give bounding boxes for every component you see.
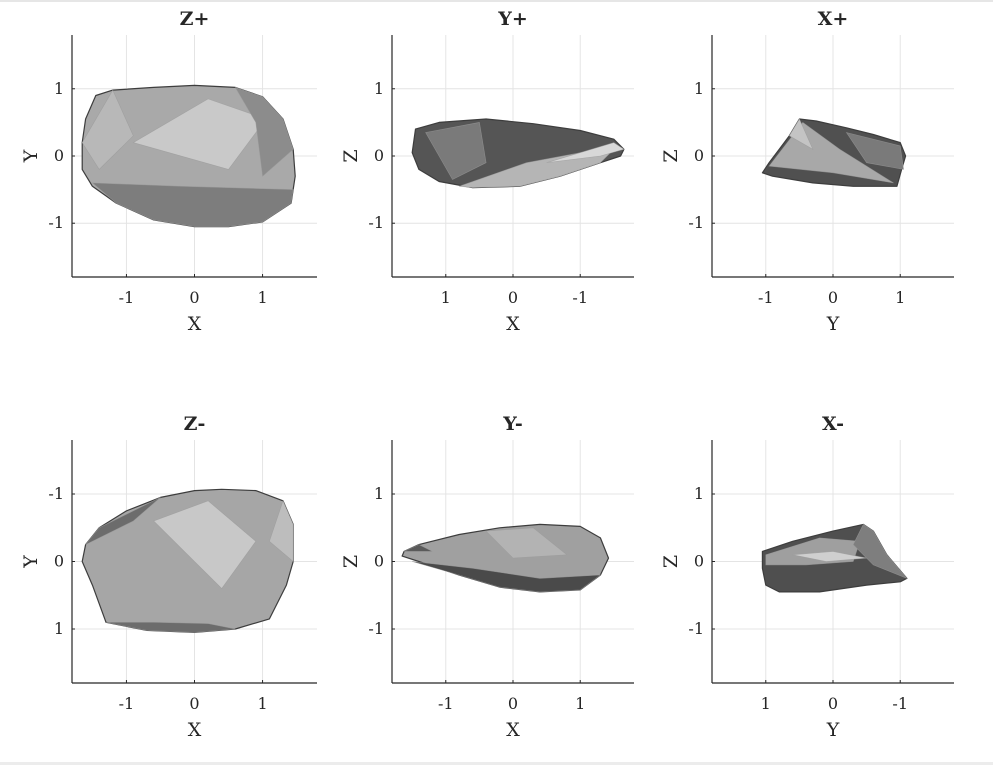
x-tick-label: 1 <box>257 694 267 713</box>
x-axis-label: Y <box>826 719 840 741</box>
shape-facet <box>85 497 161 545</box>
y-tick-label: 1 <box>54 619 64 638</box>
x-tick-label: -1 <box>892 694 908 713</box>
shape-facet <box>91 182 294 227</box>
subplot-1: -1 0 1 -1 0 1 Z+ X Y <box>20 8 317 335</box>
x-axis-label: X <box>506 719 520 741</box>
y-tick-label: -1 <box>368 213 384 232</box>
y-axis-label: Z <box>340 555 362 568</box>
subplot-title: Y+ <box>497 8 527 30</box>
y-tick-label: 1 <box>694 79 704 98</box>
y-tick-label: 0 <box>374 552 384 571</box>
shape-facet <box>412 561 602 593</box>
y-tick-label: 0 <box>694 146 704 165</box>
shape-facet <box>845 132 904 170</box>
shape-facet <box>788 118 814 151</box>
x-tick-label: -1 <box>438 694 454 713</box>
y-tick-label: -1 <box>48 484 64 503</box>
y-tick-label: 1 <box>694 484 704 503</box>
y-tick-label: -1 <box>688 619 704 638</box>
x-tick-label: -1 <box>119 288 135 307</box>
shape-facet <box>81 89 134 170</box>
subplot-title: Z- <box>184 413 206 435</box>
y-axis-label: Y <box>20 149 42 163</box>
x-tick-label: -1 <box>119 694 135 713</box>
shape-facet <box>153 500 257 589</box>
shape-facet <box>425 122 487 180</box>
x-axis-label: X <box>188 313 202 335</box>
subplot-2: 1 0 -1 -1 0 1 Y+ X Z <box>340 8 634 335</box>
x-axis-label: X <box>506 313 520 335</box>
y-axis-label: Y <box>20 555 42 569</box>
x-tick-label: 0 <box>189 288 199 307</box>
shape-facet <box>485 527 568 559</box>
y-tick-label: 1 <box>374 484 384 503</box>
subplot-title: Y- <box>502 413 523 435</box>
y-tick-label: 0 <box>374 146 384 165</box>
subplot-5: -1 0 1 -1 0 1 Y- X Z <box>340 413 634 741</box>
x-tick-label: 0 <box>508 288 518 307</box>
y-tick-label: 1 <box>54 79 64 98</box>
subplot-4: -1 0 1 -1 0 1 Z- X Y <box>20 413 317 741</box>
shape-facet <box>269 499 294 563</box>
x-tick-label: 0 <box>508 694 518 713</box>
shape-facet <box>546 142 625 163</box>
subplot-3: -1 0 1 -1 0 1 X+ Y Z <box>660 8 954 335</box>
y-tick-label: 1 <box>374 79 384 98</box>
shape-facet <box>792 551 867 562</box>
subplot-title: Z+ <box>180 8 210 30</box>
x-tick-label: 0 <box>189 694 199 713</box>
shape-facet <box>234 86 294 177</box>
y-tick-label: 0 <box>54 146 64 165</box>
x-tick-label: -1 <box>758 288 774 307</box>
y-axis-label: Z <box>660 555 682 568</box>
y-tick-label: -1 <box>688 213 704 232</box>
y-tick-label: 0 <box>694 552 704 571</box>
shape-facet <box>765 537 861 566</box>
y-axis-label: Z <box>660 149 682 162</box>
y-tick-label: -1 <box>368 619 384 638</box>
x-tick-label: 1 <box>575 694 585 713</box>
x-axis-label: Y <box>826 313 840 335</box>
x-axis-label: X <box>188 719 202 741</box>
x-tick-label: 1 <box>761 694 771 713</box>
shape-facet <box>403 544 433 552</box>
shape-facet <box>852 523 908 579</box>
x-tick-label: 1 <box>441 288 451 307</box>
x-tick-label: 1 <box>257 288 267 307</box>
subplot-6: 1 0 -1 -1 0 1 X- Y Z <box>660 413 954 741</box>
y-tick-label: -1 <box>48 213 64 232</box>
y-axis-label: Z <box>340 149 362 162</box>
bottom-border <box>0 762 993 765</box>
subplot-title: X- <box>822 413 844 435</box>
shape-facet <box>105 621 236 633</box>
top-border <box>0 0 993 2</box>
subplot-title: X+ <box>818 8 849 30</box>
y-tick-label: 0 <box>54 552 64 571</box>
x-tick-label: 1 <box>895 288 905 307</box>
x-tick-label: 0 <box>828 288 838 307</box>
x-tick-label: -1 <box>572 288 588 307</box>
x-tick-label: 0 <box>828 694 838 713</box>
